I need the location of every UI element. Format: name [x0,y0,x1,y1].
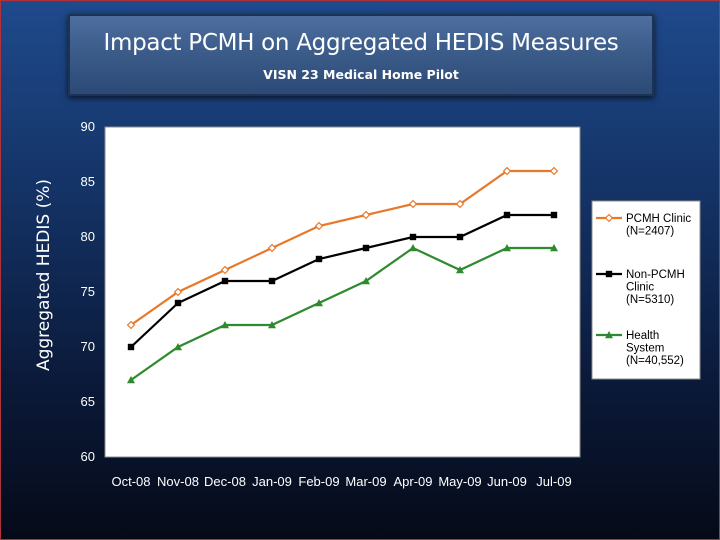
x-tick-label: May-09 [438,474,481,489]
chart-title: Impact PCMH on Aggregated HEDIS Measures [103,30,619,56]
legend-2-label: (N=40,552) [626,355,684,367]
series-2-point [456,266,464,274]
legend-0-label: PCMH Clinic [626,213,691,225]
chart-subtitle: VISN 23 Medical Home Pilot [263,67,459,82]
y-tick-label: 90 [81,119,95,134]
series-0-point [502,166,512,176]
x-tick-label: Feb-09 [298,474,339,489]
series-2-point [550,244,558,252]
series-2-point [127,376,135,384]
series-1-point [550,211,558,219]
series-2-point [503,244,511,252]
legend-box [591,200,701,380]
y-tick-label: 70 [81,339,95,354]
x-tick-label: Dec-08 [204,474,246,489]
series-1-point [127,343,135,351]
legend-0-marker [604,213,614,223]
series-2-point [174,343,182,351]
series-2-point [409,244,417,252]
series-0-point [126,320,136,330]
series-1-point [456,233,464,241]
series-2-line [130,246,554,381]
y-tick-label: 75 [81,284,95,299]
legend-1-label: Non-PCMH [626,269,685,281]
x-tick-label: Jul-09 [536,474,571,489]
legend-1-label: Clinic [626,282,654,294]
series-2-point [362,277,370,285]
series-1-point [409,233,417,241]
series-2-point [268,321,276,329]
legend-2-label: Health [626,330,659,342]
series-2-point [221,321,229,329]
series-2-point [315,299,323,307]
x-tick-label: Oct-08 [111,474,150,489]
x-tick-label: Mar-09 [345,474,386,489]
legend-1-label: (N=5310) [626,294,674,306]
x-tick-label: Nov-08 [157,474,199,489]
x-tick-label: Jan-09 [252,474,292,489]
series-1-point [315,255,323,263]
legend-2-marker [605,331,613,339]
series-0-point [549,166,559,176]
series-1-point [174,299,182,307]
series-0-line [130,169,554,326]
series-0-point [173,287,183,297]
title-banner: Impact PCMH on Aggregated HEDIS Measures… [68,14,654,96]
series-0-point [314,221,324,231]
series-0-point [408,199,418,209]
y-tick-label: 80 [81,229,95,244]
x-tick-label: Apr-09 [393,474,432,489]
y-tick-label: 85 [81,174,95,189]
series-1-point [268,277,276,285]
series-1-line [130,213,554,348]
legend-0-label: (N=2407) [626,226,674,238]
series-1-point [503,211,511,219]
series-1-point [362,244,370,252]
series-1-point [221,277,229,285]
series-0-point [220,265,230,275]
legend-2-label: System [626,343,664,355]
y-tick-label: 60 [81,449,95,464]
x-tick-label: Jun-09 [487,474,527,489]
y-tick-label: 65 [81,394,95,409]
series-0-point [455,199,465,209]
legend-1-marker [605,270,613,278]
series-0-point [267,243,277,253]
series-0-point [361,210,371,220]
